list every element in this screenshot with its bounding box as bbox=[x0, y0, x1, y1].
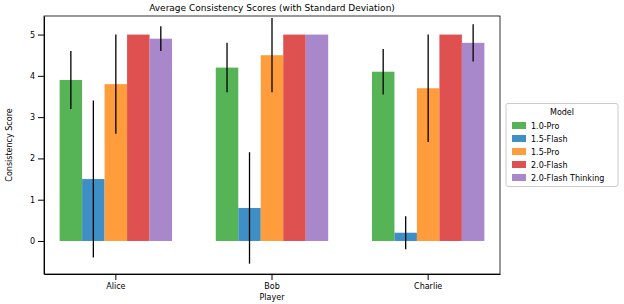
error-bars bbox=[161, 24, 473, 61]
bar bbox=[127, 35, 149, 241]
legend-item: 1.5-Flash bbox=[512, 135, 568, 144]
y-tick-mark bbox=[38, 200, 44, 201]
y-tick: 2 bbox=[30, 154, 44, 163]
legend-swatch bbox=[512, 135, 526, 142]
chart-title: Average Consistency Scores (with Standar… bbox=[149, 3, 395, 13]
chart-container: Average Consistency Scores (with Standar… bbox=[0, 0, 624, 304]
legend-box bbox=[506, 104, 618, 187]
legend-item: 2.0-Flash bbox=[512, 161, 568, 170]
y-tick: 5 bbox=[30, 31, 44, 40]
chart-svg: Average Consistency Scores (with Standar… bbox=[0, 0, 624, 304]
error-bars bbox=[71, 43, 383, 109]
y-tick: 0 bbox=[30, 237, 44, 246]
x-tick-label: Charlie bbox=[414, 282, 442, 291]
y-tick-mark bbox=[38, 117, 44, 118]
x-tick-label: Alice bbox=[106, 282, 125, 291]
y-tick: 4 bbox=[30, 72, 44, 81]
y-tick-mark bbox=[38, 76, 44, 77]
legend-swatch bbox=[512, 161, 526, 168]
y-axis-title: Consistency Score bbox=[5, 108, 14, 181]
y-tick-label: 5 bbox=[30, 31, 35, 40]
bar bbox=[216, 68, 238, 241]
x-tick: Bob bbox=[264, 274, 279, 291]
bar bbox=[372, 72, 394, 241]
legend-item: 2.0-Flash Thinking bbox=[512, 174, 604, 183]
bar bbox=[439, 35, 461, 241]
y-tick: 3 bbox=[30, 113, 44, 122]
x-tick-mark bbox=[428, 274, 429, 280]
legend-label: 2.0-Flash Thinking bbox=[531, 174, 604, 183]
error-bar bbox=[428, 35, 429, 142]
legend-label: 1.5-Pro bbox=[531, 148, 559, 157]
bar bbox=[462, 43, 484, 241]
error-bar bbox=[160, 26, 161, 51]
legend-label: 2.0-Flash bbox=[531, 161, 568, 170]
y-tick-label: 0 bbox=[30, 237, 35, 246]
x-axis: Alice Bob Charlie bbox=[45, 274, 501, 291]
x-tick-mark bbox=[115, 274, 116, 280]
y-tick: 1 bbox=[30, 196, 44, 205]
x-tick-mark bbox=[272, 274, 273, 280]
bar-series bbox=[60, 68, 395, 241]
legend-item: 1.5-Pro bbox=[512, 148, 559, 157]
y-tick-label: 2 bbox=[30, 154, 35, 163]
legend-swatch bbox=[512, 148, 526, 155]
y-axis-line bbox=[44, 17, 45, 275]
plot-frame bbox=[44, 16, 500, 274]
y-tick-mark bbox=[38, 241, 44, 242]
y-tick-label: 1 bbox=[30, 196, 35, 205]
bar bbox=[283, 35, 305, 241]
error-bar bbox=[472, 24, 473, 61]
bar-series bbox=[150, 35, 485, 241]
legend-title: Model bbox=[550, 108, 574, 117]
bar bbox=[306, 35, 328, 241]
x-tick: Alice bbox=[106, 274, 125, 291]
error-bar bbox=[115, 35, 116, 134]
error-bars bbox=[138, 34, 450, 35]
error-bar bbox=[249, 152, 250, 263]
error-bar bbox=[93, 101, 94, 258]
bar bbox=[150, 39, 172, 241]
error-bar bbox=[405, 216, 406, 249]
error-bar bbox=[226, 43, 227, 93]
y-tick-label: 4 bbox=[30, 72, 35, 81]
legend-label: 1.5-Flash bbox=[531, 135, 568, 144]
error-bars bbox=[93, 101, 405, 264]
legend-item: 1.0-Pro bbox=[512, 122, 559, 131]
y-axis: 0 1 2 3 4 5 bbox=[30, 17, 45, 275]
y-tick-mark bbox=[38, 158, 44, 159]
legend-swatch bbox=[512, 122, 526, 129]
bar-series bbox=[127, 35, 462, 241]
legend-swatch bbox=[512, 174, 526, 181]
legend: Model 1.0-Pro 1.5-Flash 1.5-Pro 2.0-Flash 2.0… bbox=[506, 104, 618, 187]
plot-area bbox=[60, 18, 485, 264]
y-tick-label: 3 bbox=[30, 113, 35, 122]
x-tick: Charlie bbox=[414, 274, 442, 291]
error-bars bbox=[116, 18, 428, 142]
error-bar bbox=[70, 51, 71, 109]
error-bar bbox=[271, 18, 272, 92]
error-bar bbox=[383, 49, 384, 94]
legend-label: 1.0-Pro bbox=[531, 122, 559, 131]
y-tick-mark bbox=[38, 35, 44, 36]
x-axis-title: Player bbox=[260, 293, 286, 302]
x-tick-label: Bob bbox=[264, 282, 279, 291]
